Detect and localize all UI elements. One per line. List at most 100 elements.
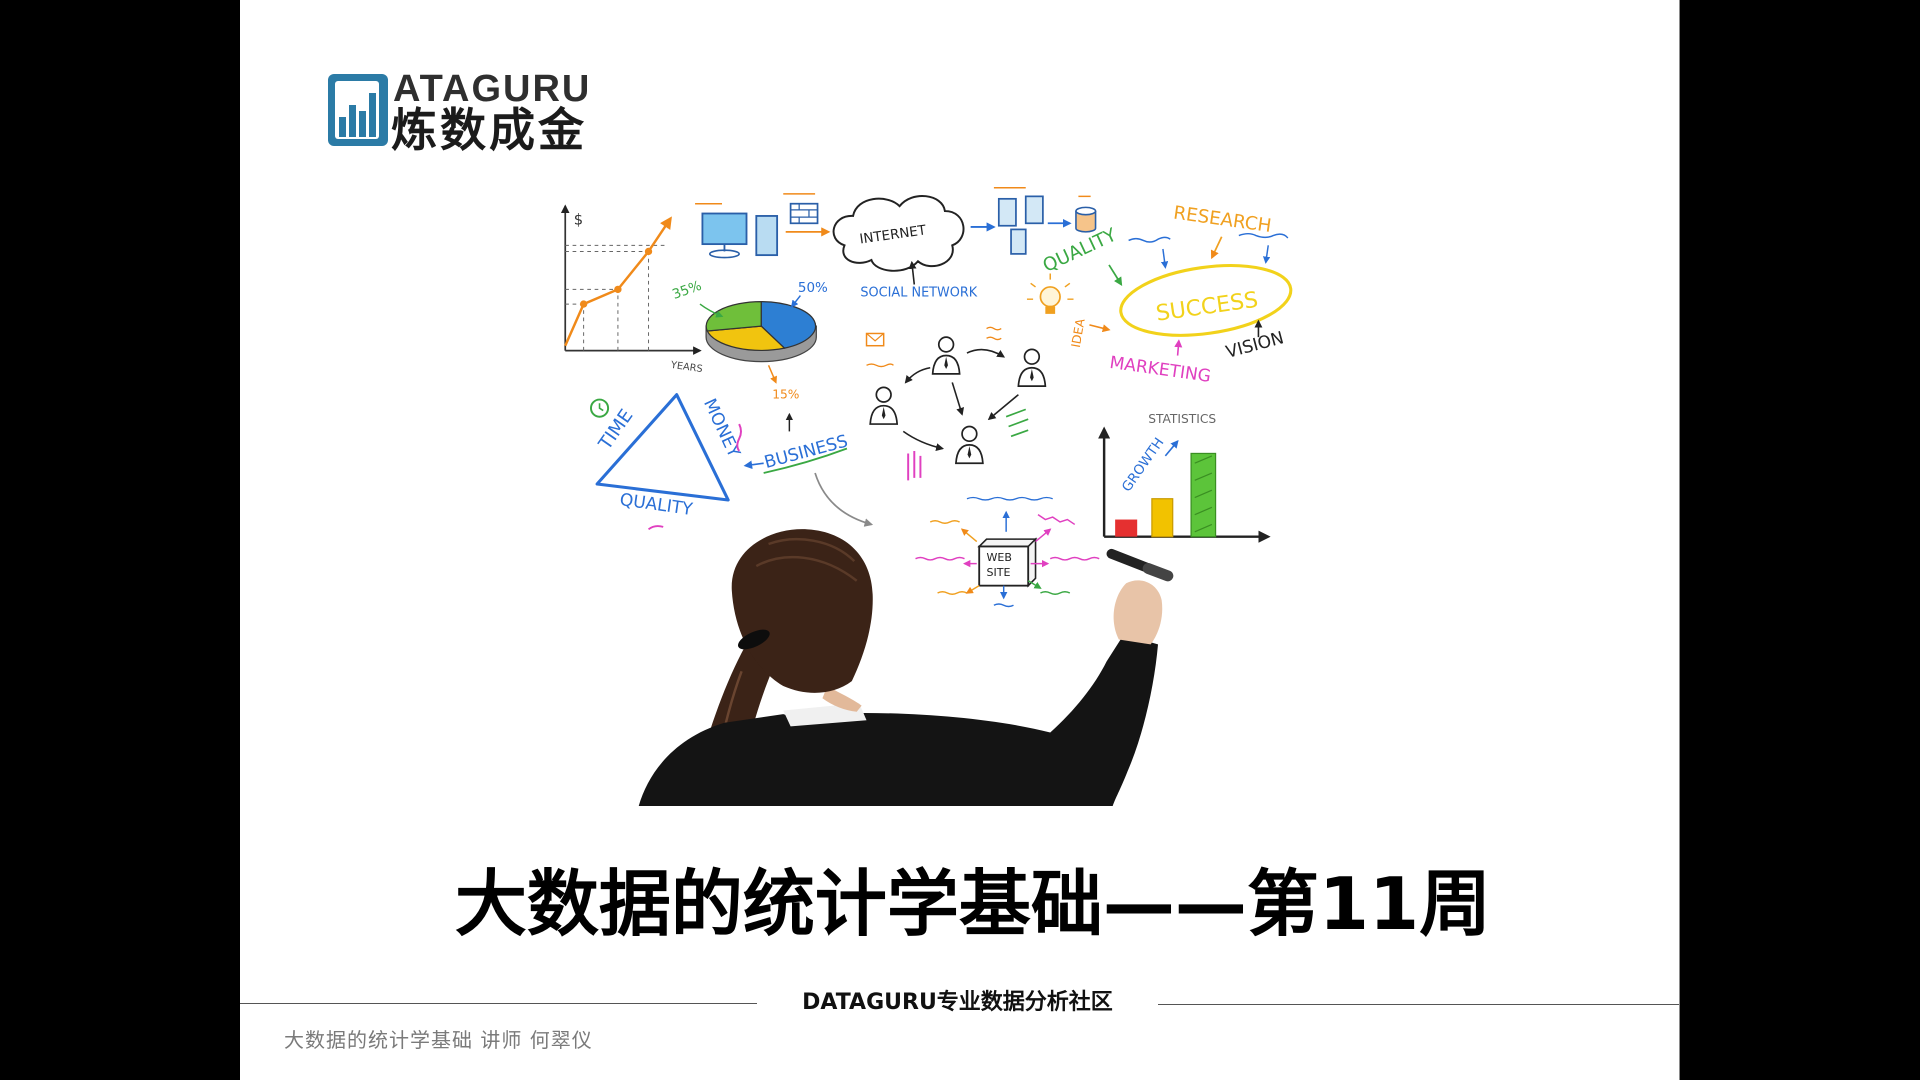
label-scribble [966, 496, 1053, 501]
pct-15-label: 15% [772, 387, 799, 401]
label-scribble [929, 520, 960, 524]
internet-cloud-icon: INTERNET [832, 195, 965, 285]
quality-green-label: QUALITY [1040, 224, 1121, 277]
server-icon [993, 187, 1044, 255]
success-label: SUCCESS [1154, 288, 1259, 327]
neck [822, 686, 862, 712]
label-scribble [986, 326, 1002, 341]
footer-divider-right [1158, 1004, 1679, 1005]
hand [1113, 580, 1163, 645]
hair-highlight [755, 538, 858, 582]
arrow [951, 382, 964, 416]
logo-chinese-text: 炼数成金 [391, 103, 587, 157]
whiteboard-illustration: $ YEARS INTERNET SOCIAL NET [560, 187, 1293, 806]
label-scribble [915, 556, 965, 561]
pie-slice-blue [760, 301, 817, 349]
label-scribble [866, 363, 894, 368]
site-label: SITE [987, 566, 1011, 579]
arrow [1262, 245, 1271, 264]
pie-chart-doodle [705, 301, 817, 363]
envelope-icon [866, 333, 885, 342]
statistics-label: STATISTICS [1148, 412, 1216, 426]
arrow [1027, 580, 1042, 589]
research-label: RESEARCH [1172, 203, 1273, 238]
arrow [1089, 324, 1111, 333]
bar-green [1190, 452, 1217, 538]
footer-course-caption: 大数据的统计学基础 讲师 何翠仪 [284, 1028, 593, 1052]
light-bulb-icon [1026, 273, 1074, 314]
arrow [965, 585, 980, 594]
person-icon [955, 425, 984, 465]
arrow [1160, 248, 1169, 269]
dataguru-logo: ATAGURU 炼数成金 [327, 68, 627, 154]
logo-latin-text: ATAGURU [393, 68, 592, 110]
social-network-label: SOCIAL NETWORK [860, 286, 977, 301]
slide-title: 大数据的统计学基础——第11周 [454, 862, 1492, 946]
arrow [1035, 528, 1052, 543]
arrow [902, 430, 945, 452]
triangle-shape [595, 393, 730, 502]
marketing-label: MARKETING [1108, 353, 1212, 387]
arrow [743, 460, 764, 470]
innovation-scribble [1238, 232, 1289, 239]
arrow [1164, 439, 1179, 457]
web-label: WEB [987, 551, 1012, 564]
bar-yellow [1151, 498, 1174, 538]
arrow [904, 366, 931, 384]
currency-label: $ [574, 212, 583, 229]
label-scribble [1037, 514, 1076, 526]
arrow [1108, 264, 1123, 286]
internet-label: INTERNET [859, 223, 928, 247]
label-scribble [647, 525, 664, 531]
label-scribble [907, 450, 922, 481]
person-icon [869, 386, 899, 425]
hair [731, 529, 873, 693]
data-point [614, 285, 622, 294]
clock-icon [589, 398, 610, 418]
arrow [814, 472, 874, 527]
bar-chart-logo-icon [328, 74, 388, 146]
idea-label: IDEA [1069, 317, 1088, 349]
envelope-icon [865, 332, 885, 347]
pie-slice-yellow [706, 325, 786, 352]
pct-35-label: 35% [670, 279, 703, 303]
strategy-scribble [1128, 236, 1171, 243]
jacket [638, 634, 1159, 806]
line-chart-doodle: $ YEARS [560, 204, 703, 375]
arrow [987, 394, 1019, 421]
marker-cap [1142, 563, 1174, 582]
label-scribble [937, 591, 968, 595]
chart-gridlines [565, 244, 667, 351]
years-label: YEARS [669, 360, 703, 375]
firewall-icon [783, 193, 819, 225]
vision-label: VISION [1224, 328, 1286, 363]
arrow [699, 303, 724, 318]
arrow [1174, 339, 1183, 356]
label-scribble [736, 423, 742, 452]
footer-divider-left [240, 1003, 757, 1004]
website-doodle: WEB SITE [915, 496, 1100, 608]
pct-50-label: 50% [798, 281, 828, 296]
label-scribble [1040, 591, 1071, 595]
arrow [767, 365, 777, 384]
arrow [960, 528, 978, 543]
website-box [978, 545, 1030, 587]
arrow [1210, 236, 1223, 260]
slide: ATAGURU 炼数成金 $ YEARS [240, 0, 1680, 1080]
label-scribble [1049, 556, 1100, 561]
person-icon [931, 336, 961, 375]
pie-slice-green [705, 301, 762, 332]
people-network-doodle [865, 326, 1047, 481]
data-point [579, 300, 588, 308]
woman-figure [638, 529, 1174, 806]
arrow [966, 348, 1006, 358]
hair-tie [738, 629, 770, 650]
triangle-doodle: TIME MONEY QUALITY [589, 393, 744, 531]
arrow [790, 295, 801, 308]
label-scribble [993, 603, 1014, 608]
data-point [644, 247, 653, 256]
bar-hatch [1194, 455, 1213, 533]
growth-label: GROWTH [1120, 436, 1168, 495]
label-scribble [1005, 408, 1029, 438]
database-icon [1075, 195, 1097, 233]
